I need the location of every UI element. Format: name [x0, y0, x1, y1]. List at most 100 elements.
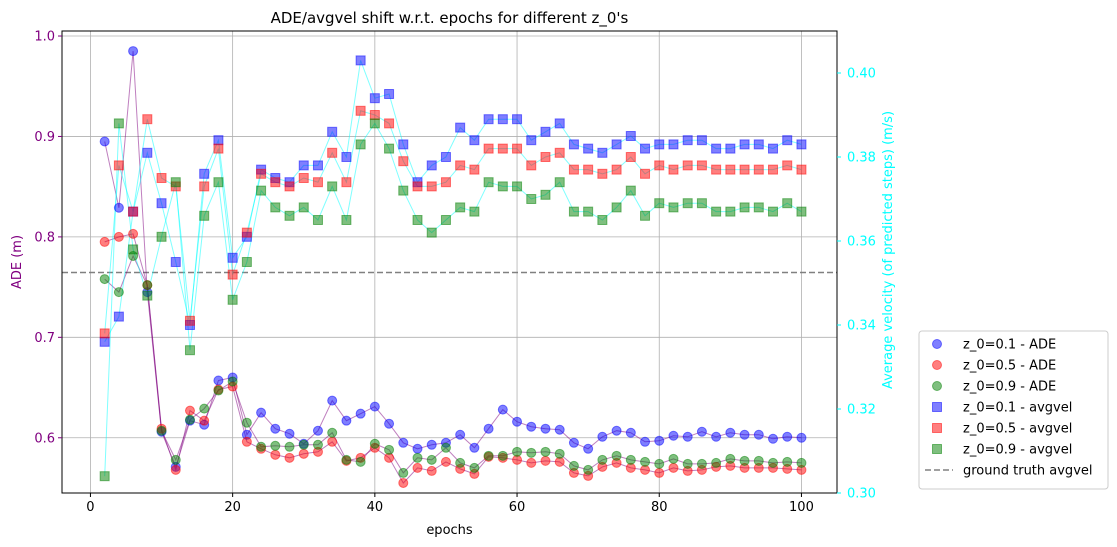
- data-point: [554, 177, 565, 188]
- data-point: [355, 105, 366, 116]
- x-tick-label: 20: [224, 500, 241, 515]
- data-point: [355, 408, 366, 419]
- data-point: [526, 194, 537, 204]
- data-point: [753, 429, 764, 440]
- data-point: [284, 452, 295, 463]
- data-point: [753, 202, 764, 213]
- left-y-tick-label: 0.9: [34, 130, 55, 145]
- data-point: [554, 147, 565, 158]
- data-point: [241, 227, 252, 238]
- data-point: [540, 446, 551, 457]
- axis-ticks: 0 20 40 60 80 100 0.6 0.7 0.8 0.9 1.0 0.30 0.32 0.34 0…: [34, 30, 876, 515]
- data-point: [99, 336, 110, 347]
- data-point: [512, 143, 523, 154]
- legend-label: z_0=0.9 - ADE: [963, 380, 1056, 395]
- right-y-axis-label: Average velocity (of predicted steps) (m…: [881, 111, 896, 389]
- x-tick-label: 60: [509, 500, 526, 515]
- data-point: [554, 448, 565, 459]
- data-point: [796, 457, 807, 468]
- legend-marker: [932, 339, 942, 349]
- data-point: [640, 436, 651, 447]
- right-y-tick-label: 0.38: [847, 151, 876, 166]
- data-point: [739, 139, 750, 150]
- data-point: [384, 444, 395, 455]
- data-point: [597, 215, 608, 225]
- data-point: [469, 135, 480, 146]
- data-point: [725, 453, 736, 464]
- data-point: [796, 164, 807, 175]
- data-point: [312, 160, 323, 171]
- data-point: [327, 126, 338, 137]
- data-point: [199, 403, 210, 414]
- data-point: [668, 164, 679, 175]
- data-point: [369, 110, 380, 120]
- data-point: [654, 160, 665, 171]
- data-point: [113, 287, 124, 298]
- data-point: [568, 139, 579, 150]
- data-point: [768, 206, 779, 217]
- data-point: [568, 206, 579, 217]
- data-point: [483, 423, 494, 434]
- data-point: [782, 456, 793, 467]
- data-point: [398, 156, 409, 167]
- data-point: [369, 401, 380, 412]
- legend-marker: [932, 402, 942, 412]
- legend-label: z_0=0.5 - avgvel: [963, 422, 1072, 437]
- right-y-tick-label: 0.40: [847, 67, 876, 82]
- data-point: [184, 345, 195, 356]
- series-markers: [99, 46, 807, 488]
- x-axis-label: epochs: [426, 523, 473, 538]
- data-point: [512, 114, 523, 125]
- data-point: [227, 376, 238, 387]
- data-point: [483, 114, 494, 125]
- data-point: [369, 118, 380, 129]
- data-point: [568, 460, 579, 471]
- data-point: [469, 462, 480, 473]
- data-point: [512, 446, 523, 457]
- data-point: [583, 464, 594, 475]
- data-point: [199, 210, 210, 221]
- data-point: [455, 457, 466, 468]
- data-point: [170, 257, 181, 267]
- data-point: [312, 439, 323, 450]
- data-point: [526, 457, 537, 468]
- data-point: [497, 114, 508, 125]
- data-point: [341, 215, 352, 225]
- data-point: [640, 456, 651, 467]
- legend-marker: [932, 444, 942, 454]
- data-point: [512, 181, 523, 192]
- data-point: [540, 189, 551, 200]
- data-point: [270, 440, 281, 451]
- data-point: [455, 122, 466, 133]
- data-point: [696, 198, 707, 209]
- series-line: [104, 60, 802, 343]
- data-point: [156, 425, 167, 436]
- data-point: [355, 139, 366, 150]
- data-point: [640, 168, 651, 179]
- legend: z_0=0.1 - ADE z_0=0.5 - ADE z_0=0.9 - ADE z…: [918, 330, 1109, 490]
- data-point: [711, 164, 722, 175]
- data-point: [199, 168, 210, 179]
- data-point: [412, 215, 423, 225]
- data-point: [298, 173, 309, 183]
- data-point: [711, 143, 722, 154]
- legend-label: z_0=0.1 - ADE: [963, 338, 1056, 353]
- data-point: [440, 215, 451, 225]
- data-point: [540, 152, 551, 162]
- data-point: [583, 206, 594, 217]
- data-point: [654, 139, 665, 150]
- data-point: [384, 118, 395, 129]
- data-point: [682, 198, 693, 209]
- data-point: [227, 294, 238, 305]
- data-point: [668, 202, 679, 213]
- data-point: [398, 467, 409, 478]
- data-point: [682, 135, 693, 146]
- data-point: [625, 152, 636, 162]
- data-point: [725, 164, 736, 175]
- data-point: [284, 441, 295, 452]
- data-point: [256, 441, 267, 452]
- data-point: [440, 456, 451, 467]
- data-point: [497, 143, 508, 154]
- data-point: [426, 439, 437, 450]
